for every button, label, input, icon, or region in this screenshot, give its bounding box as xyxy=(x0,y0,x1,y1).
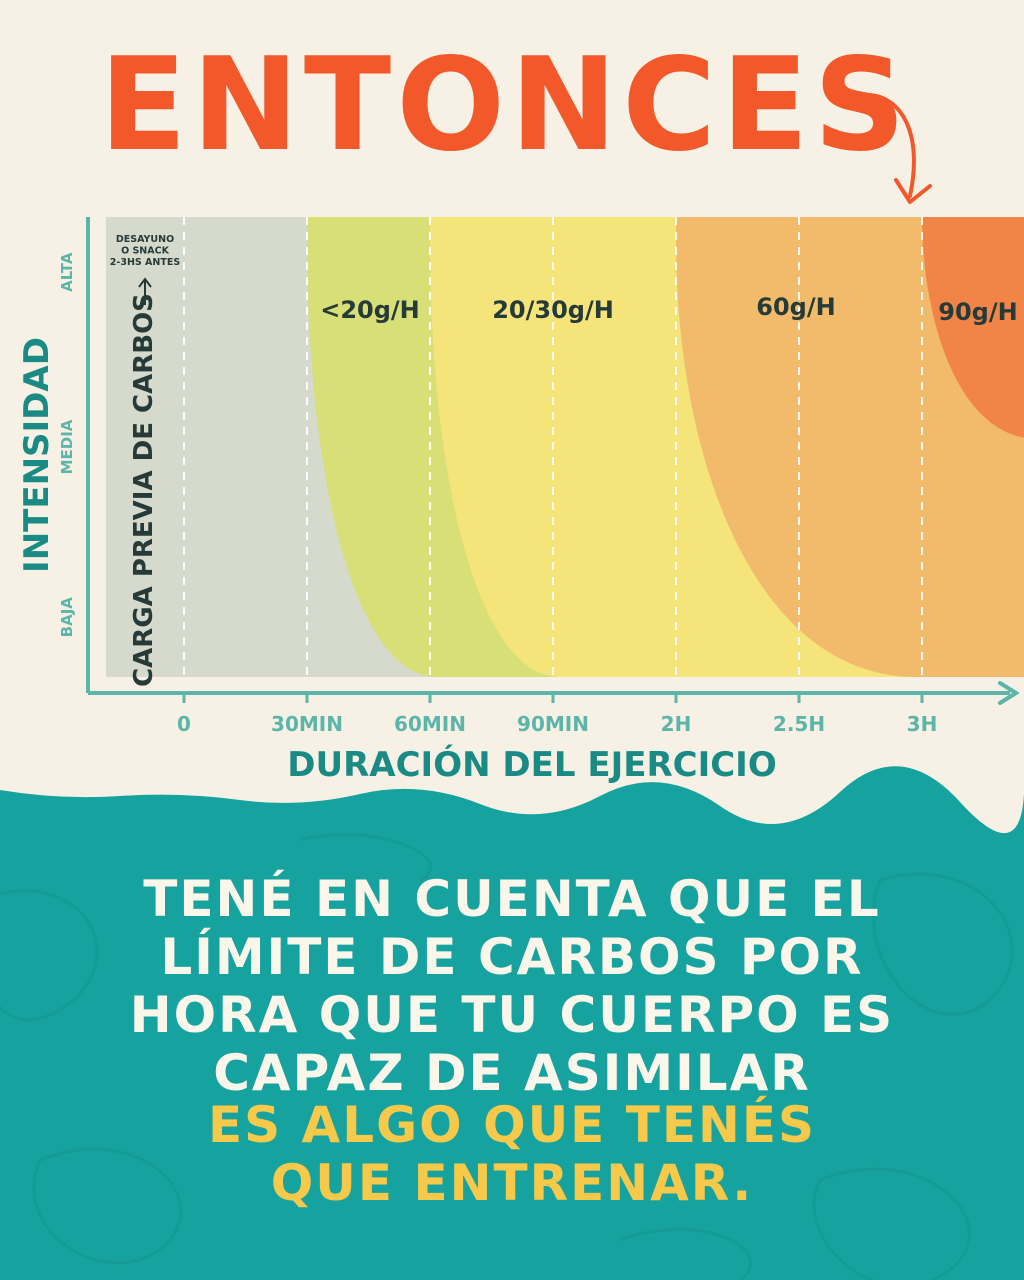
x-axis-label: DURACIÓN DEL EJERCICIO xyxy=(287,744,776,785)
message-line: LÍMITE DE CARBOS POR xyxy=(160,928,864,986)
x-tick-label: 3H xyxy=(907,712,938,736)
zone-60-band xyxy=(676,217,1024,677)
message-highlight: ES ALGO QUE TENÉS QUE ENTRENAR. xyxy=(0,1096,1024,1212)
x-axis-arrow-icon xyxy=(998,681,1020,705)
y-tick-label: MEDIA xyxy=(58,419,76,474)
x-tick-label: 2H xyxy=(661,712,692,736)
x-tick-label: 0 xyxy=(177,712,191,736)
x-tick-label: 60MIN xyxy=(394,712,466,736)
up-arrow-icon xyxy=(138,277,152,305)
y-tick-label: ALTA xyxy=(58,252,76,292)
zone-label: 20/30g/H xyxy=(492,296,614,324)
x-tick-label: 30MIN xyxy=(271,712,343,736)
chart-gridlines xyxy=(183,217,923,677)
chart-axes xyxy=(86,217,1020,705)
x-tick-label: 2.5H xyxy=(773,712,825,736)
message-line: TENÉ EN CUENTA QUE EL xyxy=(143,870,881,928)
arrow-head-icon xyxy=(894,178,932,204)
y-axis-label: INTENSIDAD xyxy=(17,337,57,573)
x-tick-label: 90MIN xyxy=(517,712,589,736)
carb-intake-chart: 0 30MIN 60MIN 90MIN 2H 2.5H 3H BAJA MEDIA ALTA DUR… xyxy=(17,92,1024,785)
message-highlight-line: QUE ENTRENAR. xyxy=(270,1154,754,1212)
page-title: ENTONCES xyxy=(99,31,911,180)
pre-carb-note-line: O SNACK xyxy=(121,246,170,257)
zone-90-band xyxy=(922,217,1024,438)
zone-label: 60g/H xyxy=(756,293,835,321)
pre-carb-note-line: 2-3HS ANTES xyxy=(110,257,181,268)
pre-carb-note-line: DESAYUNO xyxy=(116,234,174,245)
arrow-decoration-icon xyxy=(854,92,916,198)
message-line: CAPAZ DE ASIMILAR xyxy=(213,1044,811,1102)
pre-carb-label: CARGA PREVIA DE CARBOS xyxy=(129,293,159,687)
zone-label: <20g/H xyxy=(320,296,420,324)
chart-zones xyxy=(106,217,1024,677)
zone-label: 90g/H xyxy=(938,298,1017,326)
message-highlight-line: ES ALGO QUE TENÉS xyxy=(207,1096,817,1154)
y-tick-label: BAJA xyxy=(58,597,76,638)
message-white: TENÉ EN CUENTA QUE EL LÍMITE DE CARBOS P… xyxy=(0,870,1024,1102)
message-line: HORA QUE TU CUERPO ES xyxy=(129,986,895,1044)
